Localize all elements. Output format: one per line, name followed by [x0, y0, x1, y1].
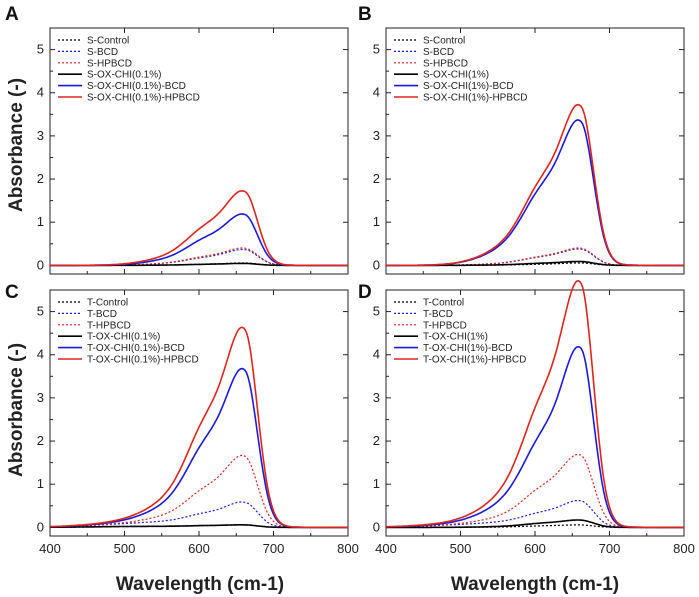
x-axis-title-right: Wavelength (cm-1) — [451, 574, 619, 595]
x-axis-title-left: Wavelength (cm-1) — [116, 574, 284, 595]
y-tick-label-b-5: 5 — [373, 42, 380, 57]
y-tick-label-d-1: 1 — [373, 476, 380, 491]
y-tick-label-d-0: 0 — [373, 519, 380, 534]
legend-label-a-3: S-OX-CHI(0.1%) — [87, 70, 161, 81]
series-line-a-5 — [50, 189, 348, 267]
legend-label-a-2: S-HPBCD — [87, 58, 132, 69]
legend-label-a-4: S-OX-CHI(0.1%)-BCD — [87, 81, 186, 92]
series-line-c-5 — [49, 326, 348, 529]
series-line-c-2 — [50, 454, 348, 528]
y-tick-label-d-2: 2 — [373, 433, 380, 448]
y-axis-title-bottom: Absorbance (-) — [6, 343, 27, 477]
legend-label-d-3: T-OX-CHI(1%) — [423, 332, 488, 343]
series-line-b-5 — [386, 103, 684, 267]
panel-label-d: D — [358, 282, 372, 303]
y-tick-label-b-0: 0 — [373, 257, 380, 272]
panel-label-a: A — [5, 4, 19, 25]
y-tick-label-d-3: 3 — [373, 390, 380, 405]
y-axis-title-top: Absorbance (-) — [6, 78, 27, 212]
y-tick-label-b-2: 2 — [373, 171, 380, 186]
x-tick-label-d-400: 400 — [375, 541, 397, 556]
x-tick-label-c-800: 800 — [337, 541, 359, 556]
legend-label-a-5: S-OX-CHI(0.1%)-HPBCD — [87, 93, 200, 104]
x-tick-label-c-500: 500 — [114, 541, 136, 556]
legend-label-c-2: T-HPBCD — [87, 320, 131, 331]
y-tick-label-b-3: 3 — [373, 128, 380, 143]
y-tick-label-d-5: 5 — [373, 304, 380, 319]
y-tick-label-b-4: 4 — [373, 85, 380, 100]
x-tick-label-c-700: 700 — [263, 541, 285, 556]
y-tick-label-c-1: 1 — [37, 476, 44, 491]
y-tick-label-c-4: 4 — [37, 347, 44, 362]
legend-label-c-1: T-BCD — [87, 309, 117, 320]
legend-label-b-3: S-OX-CHI(1%) — [423, 70, 489, 81]
y-tick-label-b-1: 1 — [373, 214, 380, 229]
series-line-d-5 — [385, 279, 684, 529]
x-tick-label-c-400: 400 — [39, 541, 61, 556]
legend-label-d-1: T-BCD — [423, 309, 453, 320]
panel-label-b: B — [358, 4, 372, 25]
y-tick-label-a-1: 1 — [37, 214, 44, 229]
legend-label-c-4: T-OX-CHI(0.1%)-BCD — [87, 343, 185, 354]
legend-label-b-0: S-Control — [423, 36, 465, 47]
y-tick-label-c-3: 3 — [37, 390, 44, 405]
legend-label-a-0: S-Control — [87, 36, 129, 47]
y-tick-label-c-2: 2 — [37, 433, 44, 448]
legend-label-d-4: T-OX-CHI(1%)-BCD — [423, 343, 512, 354]
legend-label-a-1: S-BCD — [87, 47, 118, 58]
x-tick-label-d-600: 600 — [524, 541, 546, 556]
x-tick-label-c-600: 600 — [188, 541, 210, 556]
panel-label-c: C — [5, 282, 19, 303]
y-tick-label-c-5: 5 — [37, 304, 44, 319]
y-tick-label-a-2: 2 — [37, 171, 44, 186]
legend-label-d-0: T-Control — [423, 298, 464, 309]
legend-label-b-1: S-BCD — [423, 47, 454, 58]
y-tick-label-a-5: 5 — [37, 42, 44, 57]
legend-label-c-5: T-OX-CHI(0.1%)-HPBCD — [87, 355, 199, 366]
y-tick-label-a-0: 0 — [37, 257, 44, 272]
legend-label-b-4: S-OX-CHI(1%)-BCD — [423, 81, 514, 92]
x-tick-label-d-500: 500 — [450, 541, 472, 556]
y-tick-label-a-3: 3 — [37, 128, 44, 143]
legend-label-d-2: T-HPBCD — [423, 320, 467, 331]
legend-label-b-5: S-OX-CHI(1%)-HPBCD — [423, 93, 527, 104]
legend-label-c-3: T-OX-CHI(0.1%) — [87, 332, 160, 343]
legend-label-b-2: S-HPBCD — [423, 58, 468, 69]
y-tick-label-a-4: 4 — [37, 85, 44, 100]
x-tick-label-d-700: 700 — [599, 541, 621, 556]
x-tick-label-d-800: 800 — [673, 541, 695, 556]
legend-label-d-5: T-OX-CHI(1%)-HPBCD — [423, 355, 526, 366]
legend-label-c-0: T-Control — [87, 298, 128, 309]
y-tick-label-d-4: 4 — [373, 347, 380, 362]
y-tick-label-c-0: 0 — [37, 519, 44, 534]
